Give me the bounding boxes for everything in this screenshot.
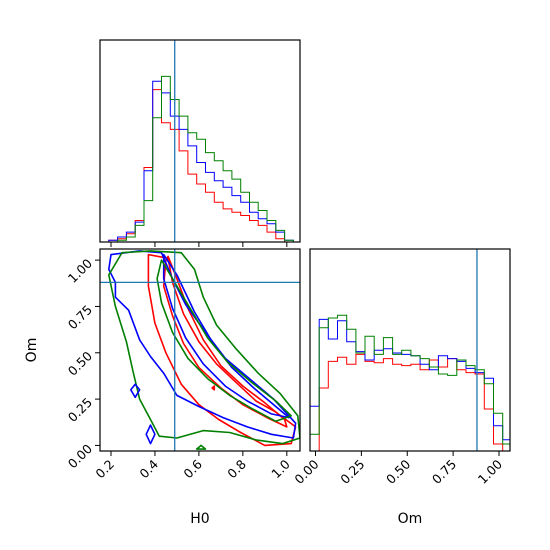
h0-histogram-ticks	[110, 242, 288, 247]
om-histogram-panel: 0.00 0.25 0.50 0.75 1.00	[291, 248, 511, 487]
contour-blue-inner	[162, 253, 290, 419]
h0-tick-label: 0.6	[180, 456, 205, 481]
om-x-tick-label: 0.00	[291, 456, 321, 486]
contour-green-inner	[156, 259, 292, 423]
contour-island-blue	[130, 383, 141, 399]
h0-histogram-series	[100, 75, 294, 243]
h0-om-contour-frame	[99, 248, 301, 452]
h0-histogram-frame	[99, 39, 301, 243]
om-histogram-ticks: 0.00 0.25 0.50 0.75 1.00	[291, 451, 505, 487]
om-hist-blue	[309, 318, 511, 451]
om-y-tick-label: 0.00	[65, 441, 95, 471]
contour-green-outer	[108, 250, 300, 445]
x-axis-label-h0: H0	[190, 511, 209, 527]
contour-red-inner	[162, 255, 288, 428]
h0-tick-label: 0.4	[136, 456, 161, 481]
om-hist-red	[310, 353, 510, 452]
contour-blue-outer	[108, 250, 297, 439]
om-x-tick-label: 1.00	[475, 456, 505, 486]
om-histogram-frame	[309, 248, 511, 452]
h0-tick-label: 1.0	[268, 456, 293, 481]
contour-series	[108, 250, 300, 450]
h0-tick-label: 0.2	[92, 457, 117, 482]
contour-island-red	[211, 385, 216, 391]
contour-island-green	[195, 444, 207, 450]
contour-island-blue	[145, 424, 156, 445]
om-x-tick-label: 0.25	[337, 457, 367, 487]
om-y-tick-label: 0.50	[65, 348, 95, 378]
om-x-tick-label: 0.50	[383, 456, 413, 486]
om-x-tick-label: 0.75	[429, 457, 459, 487]
om-histogram-series	[309, 314, 511, 452]
h0-hist-green	[100, 75, 294, 243]
om-y-tick-label: 0.25	[65, 395, 95, 425]
h0-histogram-panel	[99, 39, 301, 247]
om-y-tick-label: 0.75	[65, 302, 95, 332]
h0-tick-label: 0.8	[224, 456, 249, 481]
om-hist-green	[309, 314, 511, 451]
y-axis-label-om: Om	[24, 338, 40, 363]
h0-om-contour-panel: 0.2 0.4 0.6 0.8 1.0 0.00 0.25 0.50 0.75 1.00	[65, 248, 301, 482]
x-axis-label-om: Om	[398, 511, 423, 527]
om-y-tick-label: 1.00	[65, 256, 95, 286]
h0-hist-blue	[100, 80, 294, 243]
